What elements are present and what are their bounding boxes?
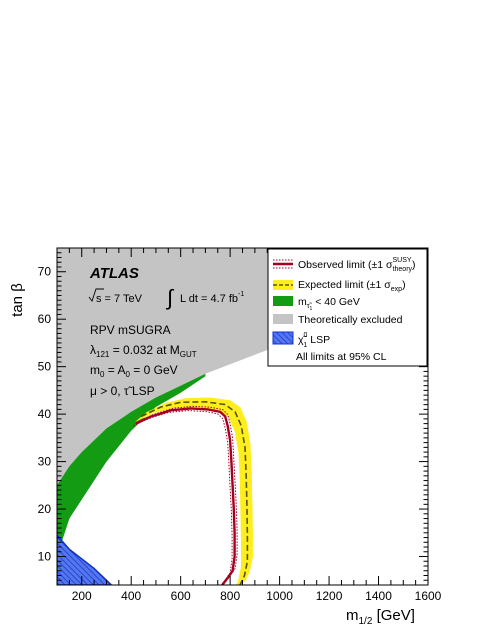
x-tick-label: 200 xyxy=(72,589,92,603)
integral-sign: ∫ xyxy=(165,285,175,310)
observed-limit-line xyxy=(135,407,236,585)
x-tick-label: 1400 xyxy=(365,589,392,603)
neutralino-lsp-region xyxy=(57,534,113,585)
legend-theory-label: Theoretically excluded xyxy=(298,314,403,326)
legend-observed-swatch xyxy=(273,259,293,269)
theoretically-excluded-region xyxy=(57,248,292,486)
legend: Observed limit (±1 σSUSY theory) Expected… xyxy=(267,248,428,367)
y-tick-label: 70 xyxy=(38,265,52,279)
mtau-40gev-band xyxy=(57,373,206,557)
x-tick-label: 800 xyxy=(220,589,240,603)
observed-limit-theory-up xyxy=(137,405,238,584)
y-tick-label: 20 xyxy=(38,502,52,516)
mu-label: μ > 0, τ̃ LSP xyxy=(90,384,155,398)
x-tick-label: 1200 xyxy=(316,589,343,603)
legend-lsp-label: χ̃0 1 LSP xyxy=(298,332,330,349)
legend-theory-swatch xyxy=(273,314,293,324)
legend-observed-label: Observed limit (±1 σSUSY theory) xyxy=(298,257,416,273)
y-axis: 10 20 30 40 50 60 70 xyxy=(38,247,428,581)
legend-note: All limits at 95% CL xyxy=(296,351,387,363)
y-tick-label: 10 xyxy=(38,550,52,564)
x-tick-label: 1000 xyxy=(266,589,293,603)
x-tick-label: 600 xyxy=(171,589,191,603)
m0-label: m0 = A0 = 0 GeV xyxy=(90,363,178,379)
y-tick-label: 60 xyxy=(38,312,52,326)
svg-text:s = 7 TeV: s = 7 TeV xyxy=(96,293,143,305)
energy-label: s = 7 TeV xyxy=(88,288,143,305)
atlas-label: ATLAS xyxy=(89,265,139,282)
x-tick-label: 1600 xyxy=(415,589,442,603)
x-tick-label: 400 xyxy=(121,589,141,603)
lambda-label: λ121 = 0.032 at MGUT xyxy=(90,343,197,359)
x-axis-label: m1/2 [GeV] xyxy=(346,607,415,627)
expected-limit-band xyxy=(134,397,253,585)
y-tick-label: 50 xyxy=(38,360,52,374)
luminosity-label: L dt = 4.7 fb-1 xyxy=(180,291,244,305)
x-axis: 200 400 600 800 1000 1200 1400 1600 xyxy=(56,248,442,603)
legend-mtau-label: mτ̃1 < 40 GeV xyxy=(298,296,360,312)
observed-limit-theory-down xyxy=(132,410,233,585)
y-tick-label: 30 xyxy=(38,455,52,469)
legend-expected-swatch xyxy=(273,280,293,290)
y-axis-label: tan β xyxy=(9,283,26,317)
legend-expected-label: Expected limit (±1 σexp) xyxy=(298,279,406,293)
y-tick-label: 40 xyxy=(38,407,52,421)
legend-mtau-swatch xyxy=(273,296,293,306)
model-label: RPV mSUGRA xyxy=(90,323,171,337)
expected-limit-line xyxy=(140,400,249,585)
legend-lsp-swatch xyxy=(272,331,294,345)
